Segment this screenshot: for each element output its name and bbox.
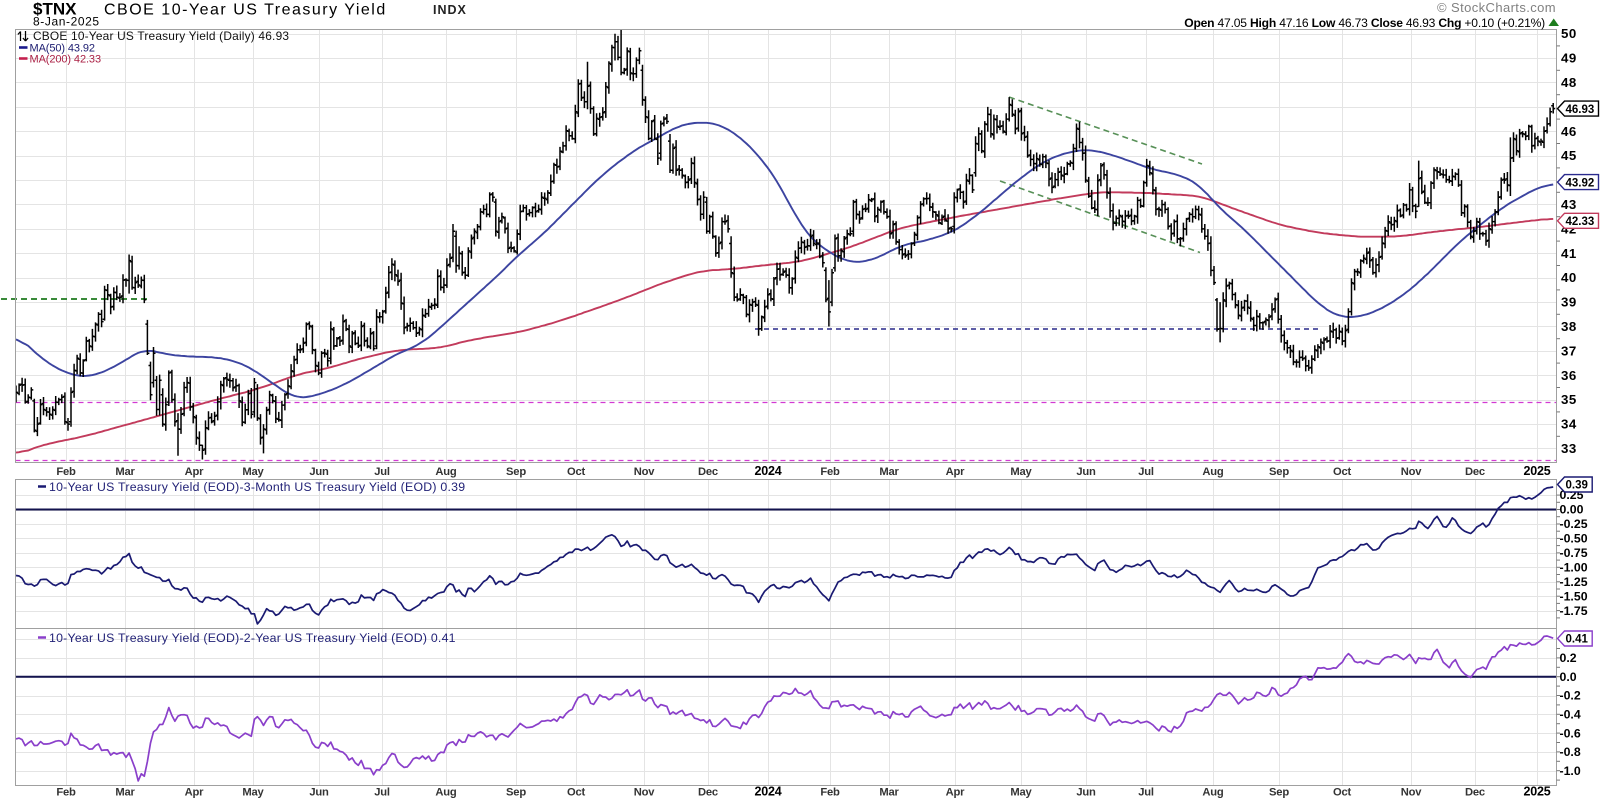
svg-text:Oct: Oct — [1333, 787, 1352, 799]
svg-text:50: 50 — [1561, 26, 1577, 41]
svg-text:Jul: Jul — [1138, 466, 1154, 478]
svg-text:Jul: Jul — [374, 466, 390, 478]
svg-text:-0.25: -0.25 — [1560, 517, 1588, 531]
svg-text:2024: 2024 — [754, 464, 781, 478]
svg-text:42.33: 42.33 — [1566, 216, 1595, 228]
svg-text:2025: 2025 — [1523, 785, 1550, 799]
svg-text:Oct: Oct — [567, 787, 586, 799]
svg-text:49: 49 — [1561, 51, 1577, 66]
svg-text:Open 47.05 High 47.16 Low 46: Open 47.05 High 47.16 Low 46.73 Close 46… — [1184, 16, 1545, 30]
svg-text:Jun: Jun — [1076, 466, 1096, 478]
svg-text:40: 40 — [1561, 270, 1577, 285]
svg-text:Feb: Feb — [56, 787, 76, 799]
svg-text:Feb: Feb — [820, 466, 840, 478]
svg-text:48: 48 — [1561, 75, 1577, 90]
svg-text:© StockCharts.com: © StockCharts.com — [1437, 0, 1556, 15]
svg-text:Jun: Jun — [1076, 787, 1096, 799]
svg-text:-1.25: -1.25 — [1560, 575, 1588, 589]
svg-text:37: 37 — [1561, 343, 1577, 358]
svg-text:Dec: Dec — [698, 466, 718, 478]
svg-text:Mar: Mar — [115, 787, 135, 799]
svg-text:0.00: 0.00 — [1560, 503, 1584, 517]
svg-text:41: 41 — [1561, 246, 1577, 261]
svg-text:Mar: Mar — [879, 466, 899, 478]
svg-text:43: 43 — [1561, 197, 1577, 212]
svg-text:Jun: Jun — [309, 466, 329, 478]
svg-text:36: 36 — [1561, 368, 1577, 383]
svg-text:-1.75: -1.75 — [1560, 604, 1588, 618]
svg-text:Dec: Dec — [698, 787, 718, 799]
svg-text:45: 45 — [1561, 148, 1577, 163]
svg-text:Apr: Apr — [185, 787, 205, 799]
svg-text:8-Jan-2025: 8-Jan-2025 — [33, 15, 100, 29]
svg-text:46: 46 — [1561, 124, 1577, 139]
svg-text:-0.4: -0.4 — [1560, 708, 1581, 722]
svg-text:-0.75: -0.75 — [1560, 546, 1588, 560]
svg-text:Apr: Apr — [185, 466, 205, 478]
svg-text:Nov: Nov — [1401, 787, 1423, 799]
svg-text:MA(200) 42.33: MA(200) 42.33 — [30, 54, 101, 66]
svg-text:Dec: Dec — [1465, 787, 1485, 799]
svg-text:Apr: Apr — [946, 466, 966, 478]
svg-text:Oct: Oct — [1333, 466, 1352, 478]
svg-text:Jul: Jul — [374, 787, 390, 799]
svg-text:10-Year US Treasury Yield (EOD: 10-Year US Treasury Yield (EOD)-2-Year U… — [49, 631, 456, 645]
svg-text:Aug: Aug — [1202, 466, 1224, 478]
svg-text:Feb: Feb — [820, 787, 840, 799]
svg-text:Aug: Aug — [435, 787, 457, 799]
svg-text:Aug: Aug — [435, 466, 457, 478]
svg-text:10-Year US Treasury Yield (EOD: 10-Year US Treasury Yield (EOD)-3-Month … — [49, 480, 465, 494]
svg-text:Nov: Nov — [1401, 466, 1423, 478]
svg-text:May: May — [1010, 787, 1032, 799]
svg-text:Sep: Sep — [1269, 787, 1289, 799]
svg-text:May: May — [242, 466, 264, 478]
svg-text:MA(50) 43.92: MA(50) 43.92 — [30, 43, 95, 55]
svg-text:-0.50: -0.50 — [1560, 532, 1588, 546]
svg-text:0.41: 0.41 — [1566, 634, 1589, 646]
svg-text:-0.6: -0.6 — [1560, 726, 1581, 740]
svg-text:Jul: Jul — [1138, 787, 1154, 799]
svg-text:0.0: 0.0 — [1560, 670, 1577, 684]
svg-text:Oct: Oct — [567, 466, 586, 478]
svg-text:34: 34 — [1561, 417, 1577, 432]
svg-text:-0.2: -0.2 — [1560, 689, 1581, 703]
svg-text:Dec: Dec — [1465, 466, 1485, 478]
svg-text:CBOE 10-Year US Treasury Yield: CBOE 10-Year US Treasury Yield (Daily) 4… — [33, 29, 289, 43]
svg-text:Aug: Aug — [1202, 787, 1224, 799]
svg-text:2024: 2024 — [754, 785, 781, 799]
svg-text:CBOE 10-Year US Treasury Yield: CBOE 10-Year US Treasury Yield — [104, 2, 387, 19]
svg-text:2025: 2025 — [1523, 464, 1550, 478]
svg-text:Mar: Mar — [115, 466, 135, 478]
svg-text:Jun: Jun — [309, 787, 329, 799]
svg-text:0.39: 0.39 — [1566, 480, 1588, 492]
svg-text:-1.00: -1.00 — [1560, 561, 1588, 575]
svg-text:43.92: 43.92 — [1566, 177, 1595, 189]
svg-text:INDX: INDX — [433, 3, 467, 17]
svg-text:39: 39 — [1561, 295, 1577, 310]
svg-text:38: 38 — [1561, 319, 1577, 334]
svg-text:-1.50: -1.50 — [1560, 589, 1588, 603]
svg-text:Sep: Sep — [506, 787, 526, 799]
svg-text:May: May — [242, 787, 264, 799]
svg-text:35: 35 — [1561, 392, 1577, 407]
svg-text:May: May — [1010, 466, 1032, 478]
svg-text:0.2: 0.2 — [1560, 651, 1577, 665]
svg-text:33: 33 — [1561, 441, 1577, 456]
svg-text:$TNX: $TNX — [33, 0, 77, 19]
svg-text:Nov: Nov — [634, 787, 656, 799]
svg-text:-1.0: -1.0 — [1560, 764, 1581, 778]
svg-text:Apr: Apr — [946, 787, 966, 799]
svg-text:Nov: Nov — [634, 466, 656, 478]
svg-text:46.93: 46.93 — [1566, 104, 1595, 116]
svg-text:Sep: Sep — [1269, 466, 1289, 478]
svg-text:-0.8: -0.8 — [1560, 745, 1581, 759]
svg-text:Mar: Mar — [879, 787, 899, 799]
svg-text:Feb: Feb — [56, 466, 76, 478]
svg-text:Sep: Sep — [506, 466, 526, 478]
